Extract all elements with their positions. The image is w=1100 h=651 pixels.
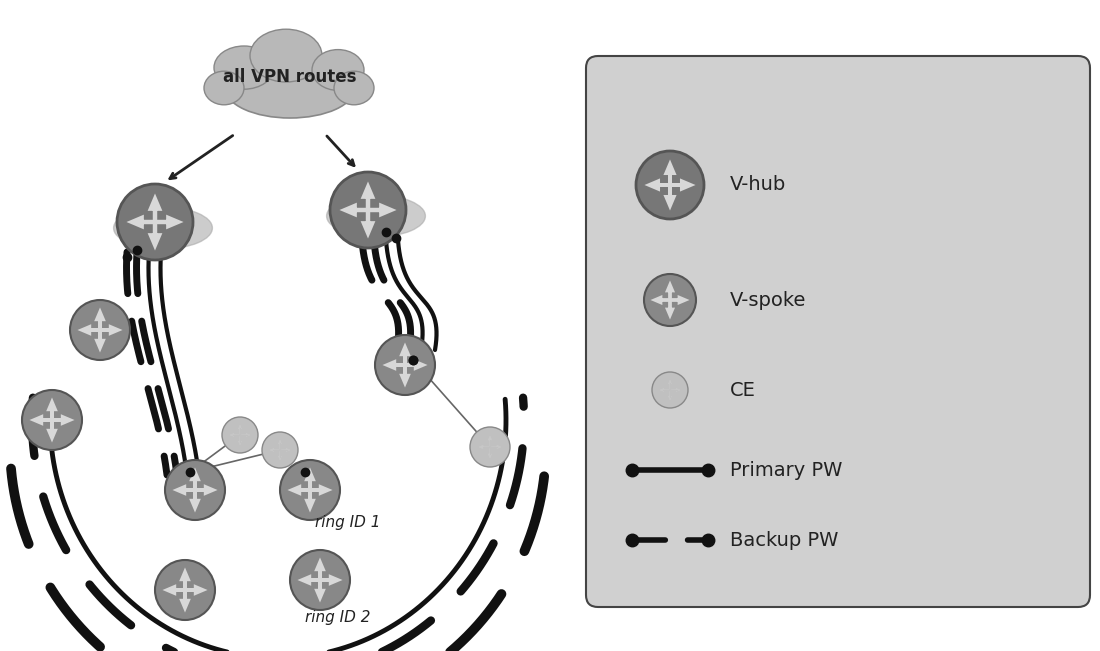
- Circle shape: [652, 372, 688, 408]
- Circle shape: [470, 427, 510, 467]
- Circle shape: [22, 390, 82, 450]
- FancyArrow shape: [345, 206, 367, 214]
- Text: ring ID 2: ring ID 2: [305, 610, 371, 625]
- FancyArrow shape: [186, 587, 204, 593]
- FancyArrow shape: [177, 487, 194, 493]
- FancyArrow shape: [669, 380, 671, 389]
- FancyBboxPatch shape: [586, 56, 1090, 607]
- FancyArrow shape: [364, 211, 372, 233]
- FancyArrow shape: [671, 297, 685, 303]
- FancyArrow shape: [167, 587, 184, 593]
- Text: Primary PW: Primary PW: [730, 460, 843, 480]
- Ellipse shape: [113, 207, 212, 249]
- FancyArrow shape: [671, 389, 680, 391]
- FancyArrow shape: [278, 440, 282, 450]
- FancyArrow shape: [480, 445, 490, 449]
- FancyArrow shape: [667, 301, 673, 316]
- FancyArrow shape: [654, 297, 669, 303]
- FancyArrow shape: [239, 425, 242, 434]
- Text: CE: CE: [730, 380, 756, 400]
- FancyArrow shape: [311, 487, 328, 493]
- FancyArrow shape: [317, 581, 323, 598]
- Circle shape: [330, 172, 406, 248]
- FancyArrow shape: [667, 186, 673, 206]
- FancyArrow shape: [182, 572, 188, 589]
- FancyArrow shape: [317, 562, 323, 579]
- FancyArrow shape: [649, 181, 669, 189]
- FancyArrow shape: [667, 284, 673, 299]
- FancyArrow shape: [280, 449, 289, 452]
- FancyArrow shape: [364, 187, 372, 209]
- FancyArrow shape: [53, 417, 70, 423]
- FancyArrow shape: [151, 223, 160, 245]
- Ellipse shape: [327, 195, 426, 237]
- FancyArrow shape: [402, 366, 408, 383]
- FancyArrow shape: [491, 445, 501, 449]
- FancyArrow shape: [402, 347, 408, 364]
- Circle shape: [280, 460, 340, 520]
- FancyArrow shape: [196, 487, 213, 493]
- FancyArrow shape: [101, 327, 119, 333]
- FancyArrow shape: [669, 391, 671, 400]
- Ellipse shape: [334, 71, 374, 105]
- FancyArrow shape: [48, 402, 55, 419]
- Circle shape: [70, 300, 130, 360]
- FancyArrow shape: [387, 362, 404, 368]
- FancyArrow shape: [307, 491, 314, 508]
- Text: V-hub: V-hub: [730, 176, 786, 195]
- Circle shape: [290, 550, 350, 610]
- FancyArrow shape: [370, 206, 392, 214]
- FancyArrow shape: [156, 218, 178, 226]
- FancyArrow shape: [406, 362, 424, 368]
- FancyArrow shape: [671, 181, 691, 189]
- FancyArrow shape: [97, 331, 103, 348]
- FancyArrow shape: [230, 434, 240, 437]
- Ellipse shape: [214, 46, 274, 89]
- Circle shape: [375, 335, 434, 395]
- Ellipse shape: [204, 71, 244, 105]
- Text: Backup PW: Backup PW: [730, 531, 838, 549]
- FancyArrow shape: [660, 389, 670, 391]
- FancyArrow shape: [241, 434, 250, 437]
- Circle shape: [222, 417, 258, 453]
- Circle shape: [644, 274, 696, 326]
- Ellipse shape: [312, 49, 364, 90]
- FancyArrow shape: [34, 417, 51, 423]
- FancyArrow shape: [191, 491, 198, 508]
- FancyArrow shape: [48, 421, 55, 438]
- FancyArrow shape: [191, 472, 198, 489]
- FancyArrow shape: [239, 436, 242, 445]
- FancyArrow shape: [182, 591, 188, 608]
- FancyArrow shape: [321, 577, 339, 583]
- FancyArrow shape: [307, 472, 314, 489]
- Circle shape: [262, 432, 298, 468]
- FancyArrow shape: [301, 577, 319, 583]
- Circle shape: [636, 151, 704, 219]
- FancyArrow shape: [488, 436, 492, 447]
- Ellipse shape: [250, 29, 322, 82]
- FancyArrow shape: [292, 487, 309, 493]
- FancyArrow shape: [488, 447, 492, 458]
- FancyArrow shape: [132, 218, 154, 226]
- FancyArrow shape: [81, 327, 99, 333]
- Text: ring ID 1: ring ID 1: [315, 515, 381, 530]
- FancyArrow shape: [97, 312, 103, 329]
- FancyArrow shape: [667, 164, 673, 184]
- Ellipse shape: [226, 58, 355, 118]
- FancyArrow shape: [278, 450, 282, 460]
- Circle shape: [165, 460, 226, 520]
- FancyArrow shape: [271, 449, 279, 452]
- Text: all VPN routes: all VPN routes: [223, 68, 356, 86]
- Text: V-spoke: V-spoke: [730, 290, 806, 309]
- FancyArrow shape: [151, 199, 160, 221]
- Circle shape: [155, 560, 214, 620]
- Circle shape: [117, 184, 192, 260]
